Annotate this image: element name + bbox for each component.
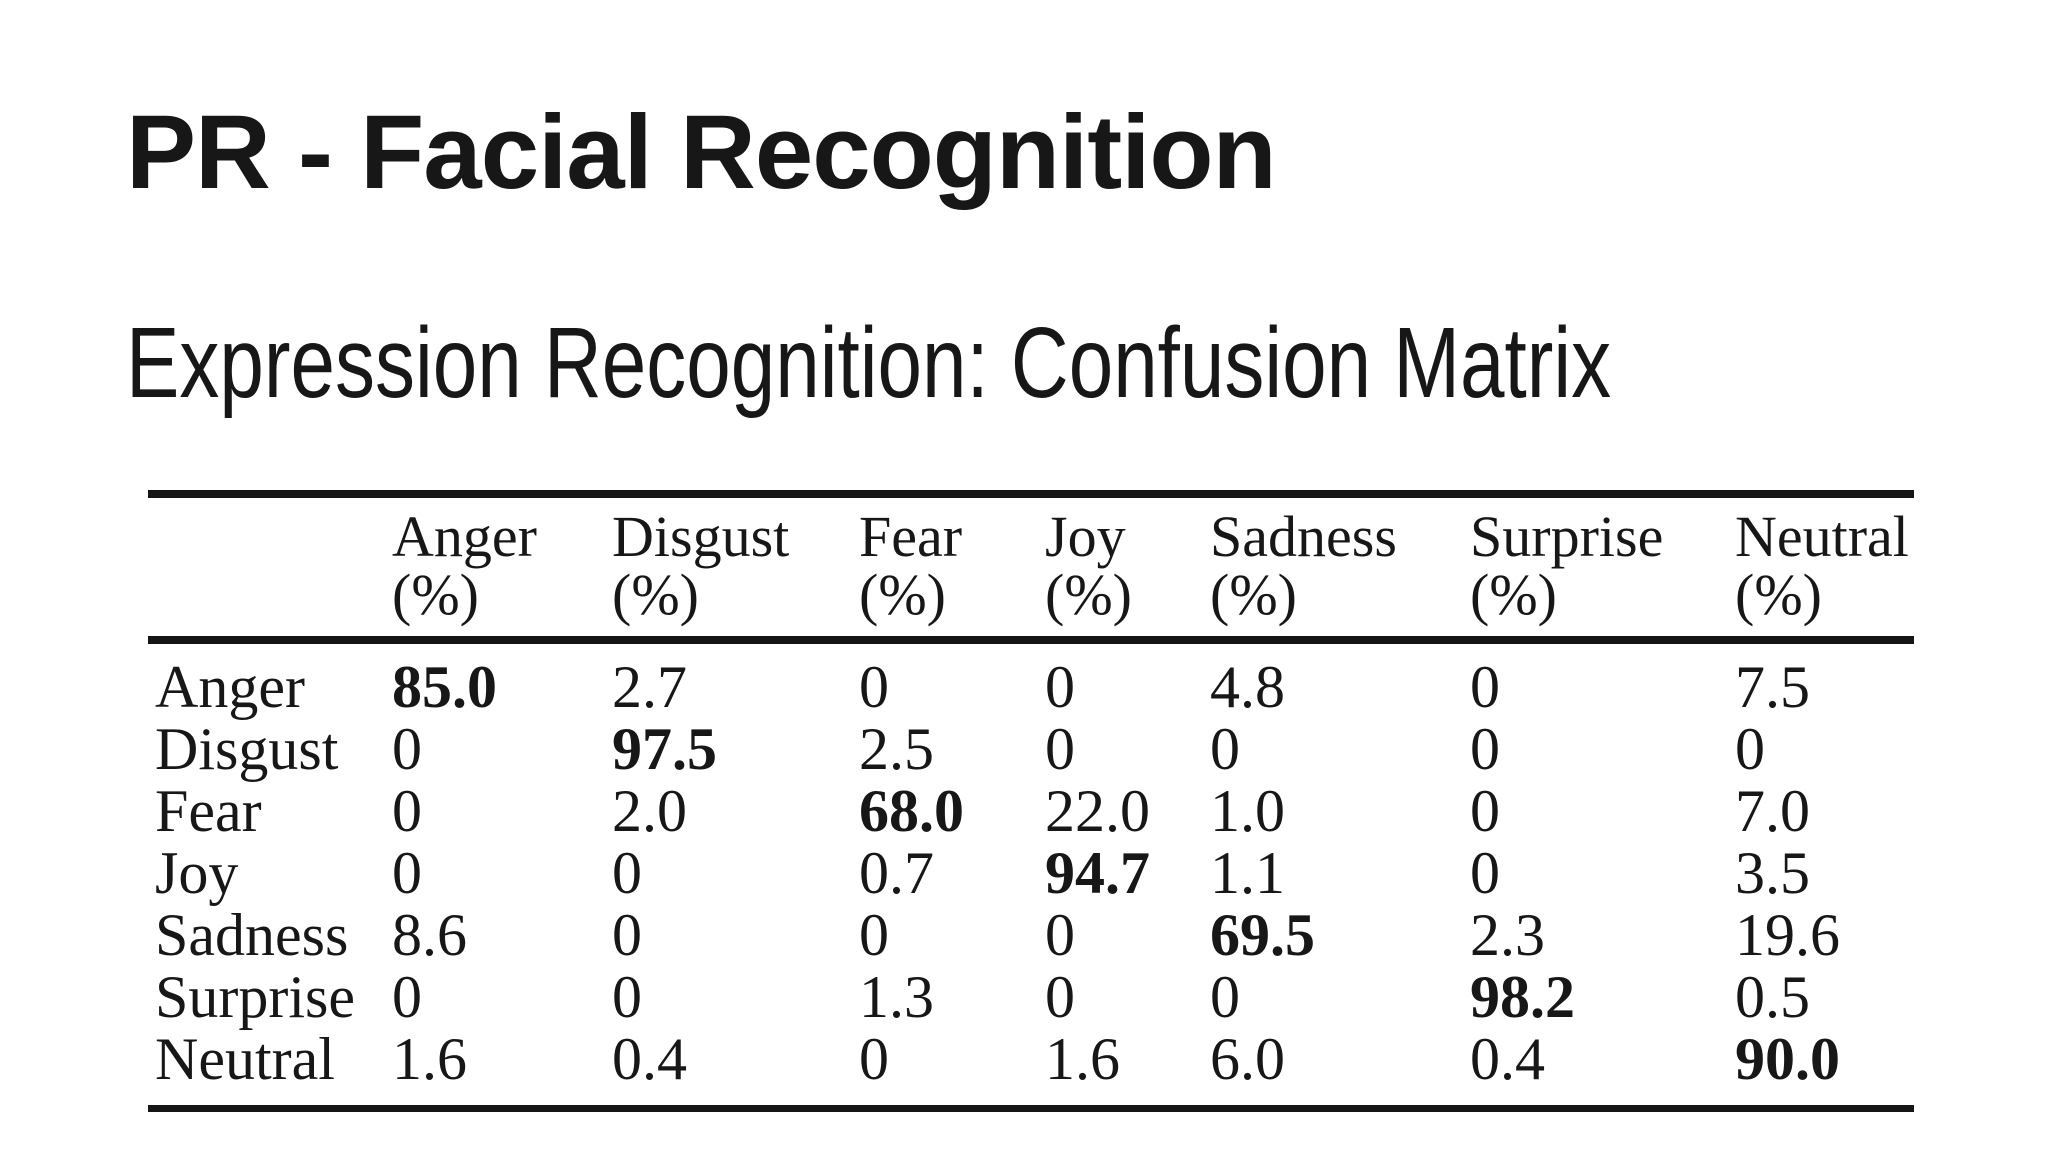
column-header-label: Anger	[392, 504, 537, 569]
row-label: Sadness	[155, 902, 349, 968]
column-unit: (%)	[612, 562, 699, 627]
column-unit: (%)	[1045, 562, 1132, 627]
column-header-sadness: Sadness (%)	[1203, 494, 1463, 644]
column-unit: (%)	[1210, 562, 1297, 627]
matrix-cell: 0.4	[1470, 1026, 1545, 1092]
column-unit: (%)	[1470, 562, 1557, 627]
row-label: Disgust	[155, 716, 339, 782]
matrix-cell: 0	[859, 654, 889, 720]
matrix-cell: 2.3	[1470, 902, 1545, 968]
matrix-cell: 0	[1470, 716, 1500, 782]
slide-subtitle: Expression Recognition: Confusion Matrix	[126, 307, 1612, 419]
matrix-cell: 4.8	[1210, 654, 1285, 720]
matrix-cell: 7.5	[1735, 654, 1810, 720]
corner-cell	[148, 494, 385, 644]
row-label: Joy	[155, 840, 239, 906]
page-title: PR - Facial Recognition	[126, 94, 1277, 211]
matrix-cell: 0	[612, 840, 642, 906]
column-header-surprise: Surprise (%)	[1463, 494, 1728, 644]
matrix-cell: 0	[392, 778, 422, 844]
header-row: Anger (%) Disgust (%) Fear (%) Joy (%) S…	[148, 494, 1914, 644]
matrix-cell: 0.5	[1735, 964, 1810, 1030]
column-header-fear: Fear (%)	[852, 494, 1038, 644]
matrix-cell: 1.1	[1210, 840, 1285, 906]
matrix-cell: 0	[612, 964, 642, 1030]
column-header-label: Joy	[1045, 504, 1126, 569]
matrix-cell: 97.5	[612, 716, 717, 782]
table-row-joy: Joy 0 0 0.7 94.7 1.1 0 3.5	[148, 842, 1914, 904]
table-row-disgust: Disgust 0 97.5 2.5 0 0 0 0	[148, 718, 1914, 780]
column-header-neutral: Neutral (%)	[1728, 494, 1914, 644]
matrix-cell: 69.5	[1210, 902, 1315, 968]
row-label: Neutral	[155, 1026, 335, 1092]
column-header-joy: Joy (%)	[1038, 494, 1203, 644]
confusion-matrix-table: Anger (%) Disgust (%) Fear (%) Joy (%) S…	[148, 490, 1914, 1112]
matrix-cell: 1.6	[1045, 1026, 1120, 1092]
matrix-cell: 1.6	[392, 1026, 467, 1092]
column-header-anger: Anger (%)	[385, 494, 605, 644]
matrix-cell: 98.2	[1470, 964, 1575, 1030]
matrix-cell: 94.7	[1045, 840, 1150, 906]
column-header-label: Fear	[859, 504, 963, 569]
row-label: Surprise	[155, 964, 355, 1030]
column-header-label: Sadness	[1210, 504, 1397, 569]
column-header-disgust: Disgust (%)	[605, 494, 852, 644]
matrix-cell: 0.7	[859, 840, 934, 906]
matrix-cell: 1.3	[859, 964, 934, 1030]
column-unit: (%)	[1735, 562, 1822, 627]
column-unit: (%)	[859, 562, 946, 627]
matrix-cell: 3.5	[1735, 840, 1810, 906]
column-unit: (%)	[392, 562, 479, 627]
matrix-cell: 68.0	[859, 778, 964, 844]
table-row-anger: Anger 85.0 2.7 0 0 4.8 0 7.5	[148, 640, 1914, 718]
matrix-cell: 0	[392, 840, 422, 906]
matrix-cell: 6.0	[1210, 1026, 1285, 1092]
matrix-cell: 90.0	[1735, 1026, 1840, 1092]
matrix-cell: 85.0	[392, 654, 497, 720]
table-row-fear: Fear 0 2.0 68.0 22.0 1.0 0 7.0	[148, 780, 1914, 842]
row-label: Anger	[155, 654, 305, 720]
matrix-cell: 1.0	[1210, 778, 1285, 844]
matrix-cell: 0	[1045, 902, 1075, 968]
column-header-label: Disgust	[612, 504, 790, 569]
matrix-cell: 0	[392, 716, 422, 782]
matrix-cell: 0	[612, 902, 642, 968]
matrix-cell: 0	[392, 964, 422, 1030]
matrix-cell: 0	[1045, 654, 1075, 720]
matrix-cell: 2.0	[612, 778, 687, 844]
matrix-cell: 22.0	[1045, 778, 1150, 844]
matrix-cell: 0	[1470, 778, 1500, 844]
matrix-cell: 2.7	[612, 654, 687, 720]
row-label: Fear	[155, 778, 262, 844]
matrix-cell: 0	[1470, 840, 1500, 906]
matrix-cell: 2.5	[859, 716, 934, 782]
matrix-cell: 0	[1045, 964, 1075, 1030]
matrix-cell: 0	[1210, 716, 1240, 782]
table-row-surprise: Surprise 0 0 1.3 0 0 98.2 0.5	[148, 966, 1914, 1028]
matrix-cell: 0	[859, 902, 889, 968]
matrix-cell: 0	[1210, 964, 1240, 1030]
matrix-cell: 0	[1735, 716, 1765, 782]
table-row-neutral: Neutral 1.6 0.4 0 1.6 6.0 0.4 90.0	[148, 1028, 1914, 1109]
matrix-cell: 0	[1470, 654, 1500, 720]
column-header-label: Neutral	[1735, 504, 1909, 569]
matrix-cell: 7.0	[1735, 778, 1810, 844]
matrix-cell: 0.4	[612, 1026, 687, 1092]
matrix-cell: 19.6	[1735, 902, 1840, 968]
table-row-sadness: Sadness 8.6 0 0 0 69.5 2.3 19.6	[148, 904, 1914, 966]
matrix-cell: 8.6	[392, 902, 467, 968]
column-header-label: Surprise	[1470, 504, 1664, 569]
matrix-cell: 0	[1045, 716, 1075, 782]
matrix-cell: 0	[859, 1026, 889, 1092]
